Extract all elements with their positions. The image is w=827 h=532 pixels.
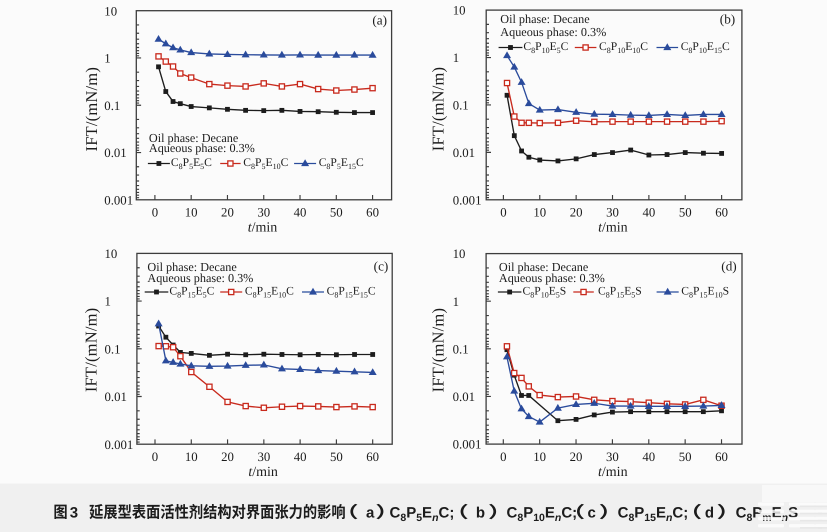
svg-text:0.1: 0.1: [453, 342, 469, 356]
svg-text:40: 40: [294, 206, 307, 220]
svg-text:10: 10: [533, 450, 546, 464]
svg-text:C8P15E5S: C8P15E5S: [598, 285, 642, 300]
svg-text:40: 40: [294, 450, 307, 464]
svg-text:10: 10: [185, 206, 198, 220]
svg-text:10: 10: [105, 247, 118, 261]
svg-text:Oil phase: Decane: Oil phase: Decane: [499, 260, 588, 274]
svg-text:t/min: t/min: [598, 465, 628, 480]
svg-text:10: 10: [453, 4, 466, 18]
svg-text:10: 10: [185, 450, 198, 464]
svg-text:10: 10: [104, 4, 117, 18]
svg-text:c: c: [588, 505, 596, 522]
svg-text:0.1: 0.1: [453, 99, 469, 113]
svg-text:50: 50: [679, 206, 692, 220]
svg-text:40: 40: [642, 206, 655, 220]
svg-text:0.001: 0.001: [104, 193, 133, 207]
svg-text:0.01: 0.01: [453, 390, 475, 404]
svg-text:C8P5E10C: C8P5E10C: [243, 156, 288, 171]
svg-text:20: 20: [221, 450, 234, 464]
svg-text:60: 60: [366, 206, 379, 220]
svg-text:3: 3: [70, 505, 78, 522]
svg-text:IFT/(mN/m): IFT/(mN/m): [82, 67, 101, 151]
svg-text:20: 20: [570, 450, 583, 464]
svg-text:50: 50: [679, 450, 692, 464]
svg-text:Aqueous phase: 0.3%: Aqueous phase: 0.3%: [499, 271, 605, 285]
svg-text:30: 30: [257, 450, 270, 464]
svg-text:IFT/(mN/m): IFT/(mN/m): [429, 67, 448, 152]
svg-text:10: 10: [453, 247, 466, 261]
svg-text:C8P15E10S: C8P15E10S: [681, 285, 729, 300]
svg-text:50: 50: [330, 450, 343, 464]
svg-text:1: 1: [105, 295, 111, 309]
svg-text:Aqueous phase: 0.3%: Aqueous phase: 0.3%: [147, 271, 253, 285]
svg-text:Aqueous phase: 0.3%: Aqueous phase: 0.3%: [149, 141, 255, 155]
svg-text:b: b: [476, 505, 485, 522]
svg-text:0.001: 0.001: [105, 438, 134, 452]
svg-text:1: 1: [453, 295, 459, 309]
svg-text:1: 1: [104, 52, 110, 66]
svg-text:C8P15E15C: C8P15E15C: [327, 285, 376, 300]
svg-text:10: 10: [533, 206, 546, 220]
svg-text:40: 40: [642, 450, 655, 464]
svg-text:C8P5E15C: C8P5E15C: [319, 156, 364, 171]
svg-text:0.1: 0.1: [104, 99, 120, 113]
svg-text:IFT/(mN/m): IFT/(mN/m): [429, 308, 448, 393]
svg-text:20: 20: [570, 206, 583, 220]
svg-text:0.1: 0.1: [105, 342, 121, 356]
svg-text:C8P10E5S: C8P10E5S: [523, 285, 567, 300]
svg-text:0.01: 0.01: [453, 146, 475, 160]
svg-text:d: d: [705, 505, 714, 522]
svg-text:0.001: 0.001: [453, 438, 482, 452]
svg-text:C8P5EnC;: C8P5EnC;: [390, 505, 455, 524]
svg-text:(c): (c): [374, 258, 389, 273]
svg-text:Oil phase: Decane: Oil phase: Decane: [149, 131, 238, 145]
svg-text:0: 0: [500, 206, 506, 220]
svg-text:60: 60: [715, 206, 728, 220]
svg-text:Oil phase: Decane: Oil phase: Decane: [147, 260, 236, 274]
svg-text:t/min: t/min: [598, 221, 628, 236]
svg-text:(b): (b): [720, 12, 735, 27]
svg-text:50: 50: [330, 206, 343, 220]
svg-text:60: 60: [366, 450, 379, 464]
svg-text:t/min: t/min: [248, 221, 278, 236]
svg-text:20: 20: [221, 206, 234, 220]
svg-text:60: 60: [715, 450, 728, 464]
svg-text:30: 30: [257, 206, 270, 220]
svg-text:t/min: t/min: [248, 465, 278, 480]
svg-text:0.01: 0.01: [105, 390, 127, 404]
svg-text:30: 30: [606, 450, 619, 464]
svg-text:0.01: 0.01: [104, 146, 126, 160]
svg-text:0: 0: [152, 450, 158, 464]
svg-text:0.001: 0.001: [453, 193, 482, 207]
svg-text:a: a: [366, 505, 375, 522]
svg-text:Oil phase: Decane: Oil phase: Decane: [500, 12, 589, 26]
svg-text:30: 30: [606, 206, 619, 220]
svg-text:(a): (a): [372, 12, 387, 27]
svg-text:IFT/(mN/m): IFT/(mN/m): [82, 308, 101, 393]
svg-text:(d): (d): [721, 258, 736, 273]
svg-text:0: 0: [500, 450, 506, 464]
svg-text:0: 0: [152, 206, 158, 220]
svg-text:1: 1: [453, 51, 459, 65]
svg-text:Aqueous phase: 0.3%: Aqueous phase: 0.3%: [500, 25, 606, 39]
